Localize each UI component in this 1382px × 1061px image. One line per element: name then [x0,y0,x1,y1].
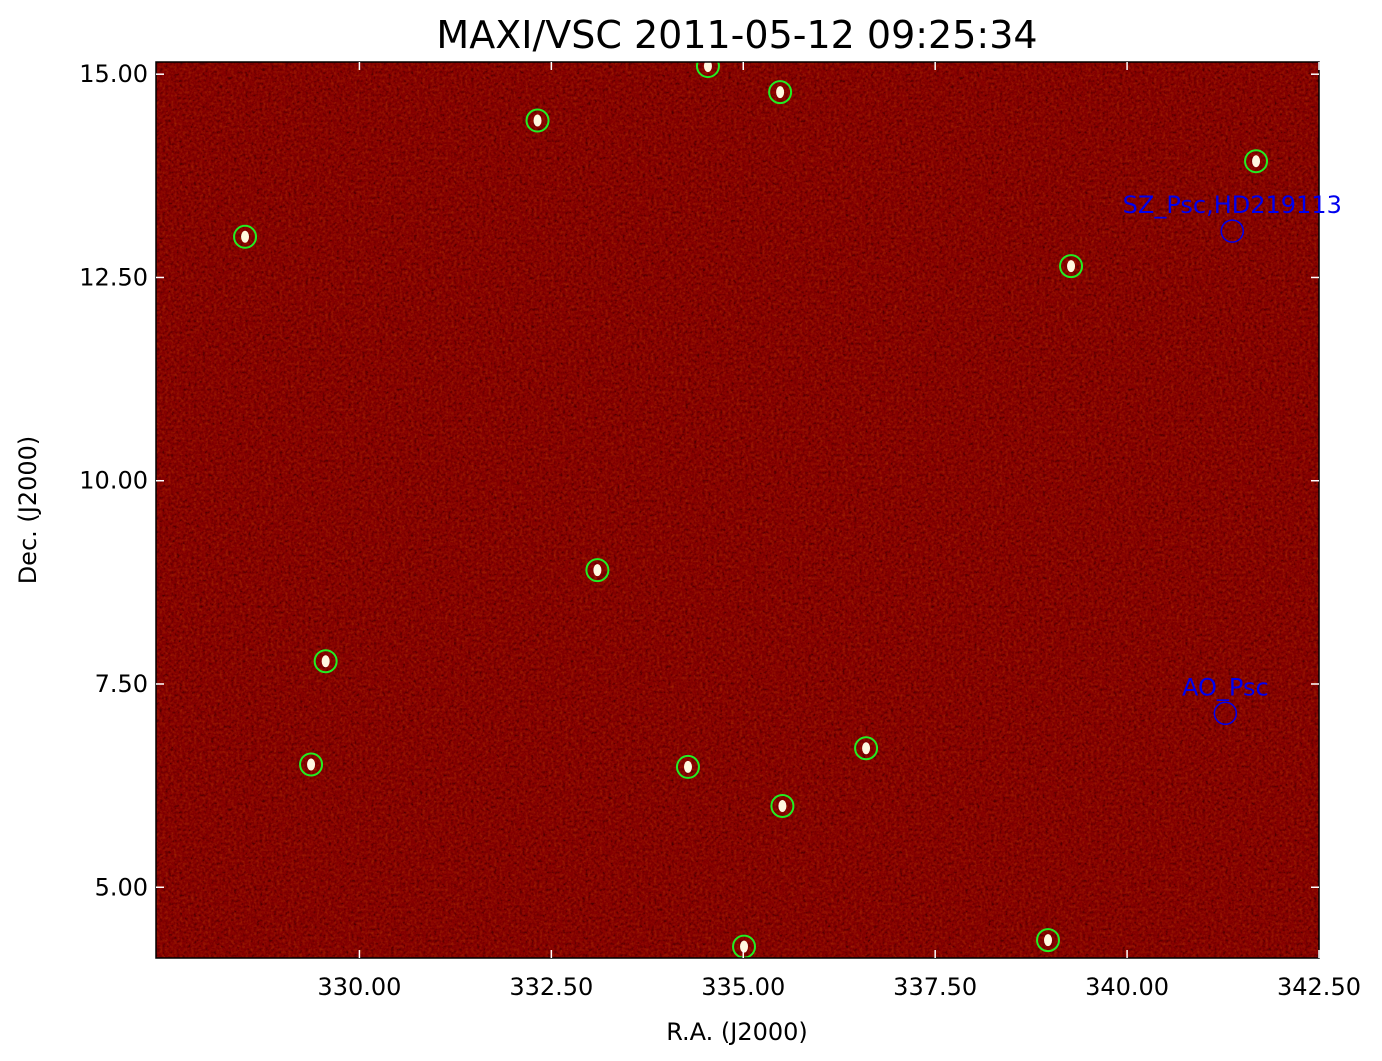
y-tick-label: 10.00 [79,467,148,495]
x-tick-label: 342.50 [1277,973,1361,1001]
detection-circle [1244,149,1269,174]
detection-circle [1059,254,1084,279]
source-blob [862,742,871,755]
sky-noise [156,62,1319,958]
detection [299,752,324,777]
detection [770,793,795,818]
x-tick-label: 335.00 [701,973,785,1001]
detection-circle [675,754,700,779]
x-axis-label: R.A. (J2000) [666,1018,808,1046]
detection-circle [1036,928,1061,953]
source-blob [740,940,749,953]
plot-frame [155,61,1320,959]
y-tick-label: 5.00 [95,873,148,901]
detection [695,62,720,79]
source-blob [1252,155,1261,168]
source-blob [321,655,330,668]
source-blob [593,564,602,577]
detection [854,736,879,761]
source-blob [703,62,712,73]
detection-circle [695,62,720,79]
detection-circle [768,80,793,105]
detection [675,754,700,779]
detection-circle [233,224,258,249]
y-tick-label: 7.50 [95,670,148,698]
detection-circle [854,736,879,761]
detection [768,80,793,105]
detection [1036,928,1061,953]
x-tick-label: 337.50 [893,973,977,1001]
source-blob [533,114,542,127]
source-blob [1067,260,1076,273]
source-blob [307,758,316,771]
chart-title: MAXI/VSC 2011-05-12 09:25:34 [436,13,1037,57]
detection [233,224,258,249]
detection-circle [299,752,324,777]
x-tick-label: 330.00 [317,973,401,1001]
source-blob [683,760,692,773]
source-blob [776,86,785,99]
source-blob [778,799,787,812]
target-label: AO_Psc [1182,673,1269,701]
detection [1244,149,1269,174]
plot-area [233,62,1269,958]
y-tick-label: 15.00 [79,60,148,88]
source-blob [241,230,250,243]
target-circle [1213,701,1238,726]
y-axis-label: Dec. (J2000) [14,436,42,585]
target-label: SZ_Psc,HD219113 [1123,191,1342,219]
x-tick-label: 340.00 [1085,973,1169,1001]
target-circle [1220,219,1245,243]
x-tick-label: 332.50 [509,973,593,1001]
detection-circle [770,793,795,818]
detection-circle [585,558,610,583]
detection [585,558,610,583]
detection [1059,254,1084,279]
detection [313,649,338,674]
source-blob [1044,934,1053,947]
detection [525,108,550,133]
y-tick-label: 12.50 [79,263,148,291]
detection-circle [313,649,338,674]
detection-circle [525,108,550,133]
